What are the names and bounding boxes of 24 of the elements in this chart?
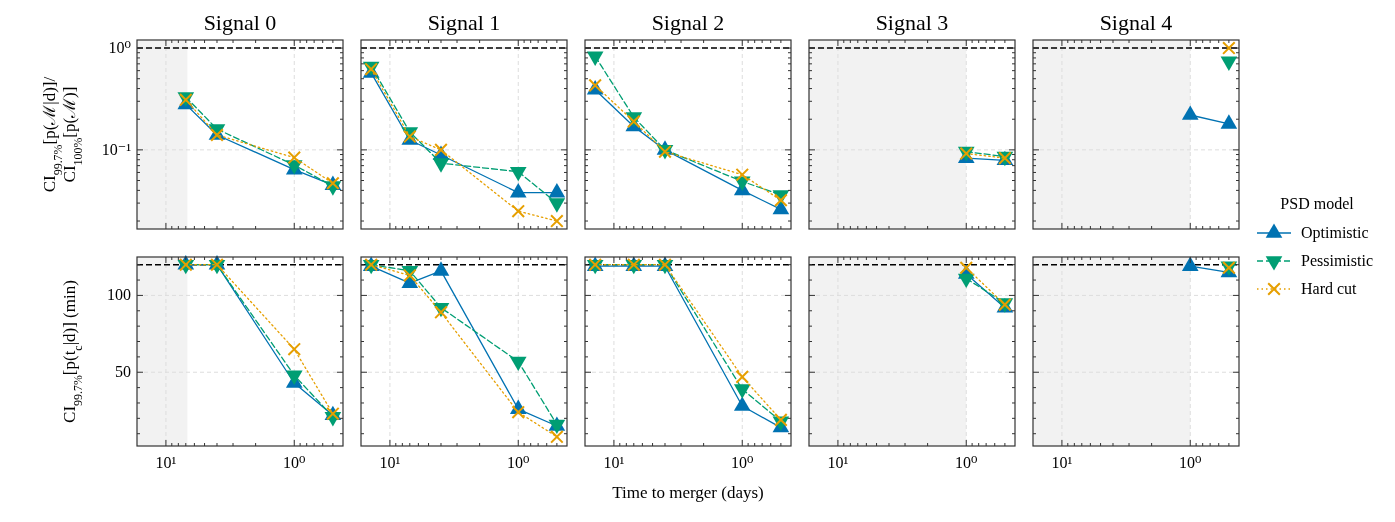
x-tick-label: 10¹ (827, 454, 849, 471)
x-tick-label: 10⁰ (283, 454, 306, 471)
x-tick-label: 10⁰ (507, 454, 530, 471)
chart-title: Signal 3 (875, 10, 949, 35)
x-tick-label: 10¹ (379, 454, 401, 471)
x-tick-label: 10¹ (1051, 454, 1073, 471)
x-tick-label: 10¹ (155, 454, 177, 471)
legend-title: PSD model (1280, 195, 1355, 212)
x-tick-label: 10⁰ (955, 454, 978, 471)
chart-title: Signal 4 (1099, 10, 1173, 35)
x-axis-title: Time to merger (days) (612, 483, 764, 502)
chart-title: Signal 1 (427, 10, 501, 35)
legend-label: Pessimistic (1301, 252, 1374, 269)
y-tick-label: 10⁰ (108, 39, 131, 57)
legend-label: Optimistic (1301, 224, 1369, 242)
y-tick-label: 50 (115, 363, 131, 381)
y-tick-label: 100 (107, 286, 131, 304)
legend-label: Hard cut (1301, 280, 1358, 297)
chart-title: Signal 0 (203, 10, 277, 35)
y-tick-label: 10⁻¹ (101, 140, 132, 158)
x-tick-label: 10⁰ (1179, 454, 1202, 471)
chart-title: Signal 2 (651, 10, 725, 35)
x-tick-label: 10¹ (603, 454, 625, 471)
x-tick-label: 10⁰ (731, 454, 754, 471)
